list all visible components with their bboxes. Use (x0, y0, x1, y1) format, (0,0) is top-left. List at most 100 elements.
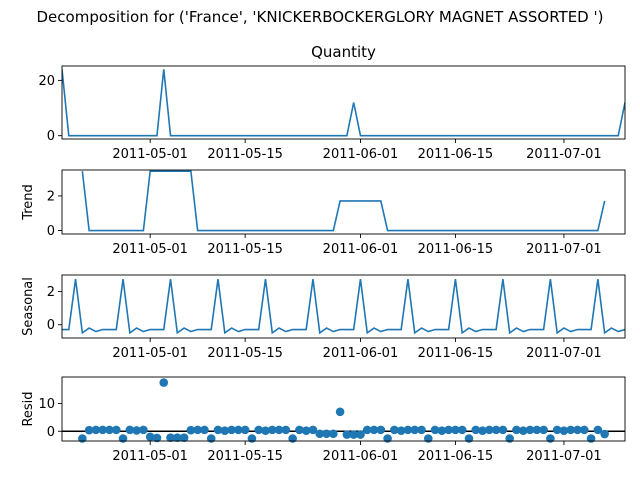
resid-point (84, 425, 94, 435)
resid-point (552, 425, 562, 435)
resid-point (376, 425, 386, 435)
x-tick-label: 2011-05-01 (112, 346, 188, 361)
resid-point (430, 425, 440, 435)
resid-point (498, 425, 508, 435)
resid-point (267, 425, 277, 435)
resid-point (573, 425, 582, 435)
resid-point (532, 425, 542, 435)
resid-point (139, 425, 148, 435)
y-axis-label: Seasonal (21, 277, 36, 336)
series-line (81, 170, 606, 232)
resid-point (220, 426, 230, 436)
resid-point (437, 426, 447, 436)
resid-point (451, 425, 460, 435)
resid-point (132, 426, 141, 435)
series-line (62, 279, 625, 335)
resid-point (383, 434, 392, 443)
x-tick-label: 2011-05-15 (207, 346, 283, 361)
resid-point (349, 430, 358, 439)
resid-point (546, 434, 555, 443)
resid-point (485, 425, 494, 435)
resid-point (457, 425, 467, 435)
x-tick-label: 2011-06-01 (323, 147, 399, 162)
resid-point (417, 425, 426, 435)
resid-point (586, 434, 596, 443)
resid-point (308, 425, 318, 435)
resid-point (179, 433, 189, 442)
x-tick-label: 2011-05-15 (207, 449, 283, 464)
x-tick-label: 2011-07-01 (526, 147, 602, 162)
series-line (62, 69, 625, 137)
resid-point (125, 425, 135, 435)
resid-point (580, 425, 589, 435)
resid-point (593, 425, 603, 435)
y-tick-label: 2 (47, 189, 55, 204)
panel-title: Quantity (311, 43, 376, 61)
y-tick-label: 0 (47, 224, 55, 239)
x-tick-label: 2011-05-15 (207, 147, 283, 162)
resid-point (173, 433, 182, 442)
resid-point (600, 429, 609, 439)
resid-point (213, 425, 223, 435)
resid-point (464, 434, 474, 443)
resid-point (200, 425, 209, 435)
y-tick-label: 20 (38, 74, 55, 89)
resid-point (329, 429, 338, 439)
resid-point (342, 430, 352, 439)
panel-1: Trend 0 2 2011-05-01 2011-05-15 2011-06-01 201… (21, 169, 626, 257)
resid-point (105, 425, 114, 435)
x-tick-label: 2011-06-15 (418, 449, 494, 464)
resid-point (98, 425, 107, 435)
resid-point (145, 432, 155, 442)
resid-point (159, 378, 169, 387)
figure-suptitle: Decomposition for ('France', 'KNICKERBOC… (37, 8, 604, 26)
resid-point (301, 426, 311, 436)
x-tick-label: 2011-07-01 (526, 346, 602, 361)
axes-frame (61, 376, 626, 442)
resid-point (281, 425, 291, 435)
resid-point (234, 425, 243, 435)
resid-point (274, 425, 284, 435)
resid-point (261, 426, 270, 436)
resid-point (478, 426, 487, 436)
panel-2: Seasonal 0 2 2011-05-01 2011-05-15 2011-06-01… (21, 274, 626, 361)
resid-point (390, 425, 399, 435)
resid-point (166, 433, 175, 442)
resid-point (512, 425, 521, 435)
resid-point (206, 434, 216, 443)
resid-point (295, 425, 304, 435)
y-tick-label: 2 (47, 285, 55, 300)
x-tick-label: 2011-05-15 (207, 242, 283, 257)
resid-point (227, 425, 236, 435)
resid-point (288, 434, 297, 443)
resid-point (315, 429, 325, 439)
x-tick-label: 2011-05-01 (112, 242, 188, 257)
x-tick-label: 2011-06-01 (323, 242, 399, 257)
resid-point (566, 425, 576, 435)
panel-0: Quantity 0 20 2011-05-01 2011-05-15 2011-06-0… (38, 43, 626, 162)
x-tick-label: 2011-07-01 (526, 242, 602, 257)
resid-point (111, 425, 121, 435)
resid-point (91, 425, 101, 435)
resid-point (539, 425, 548, 435)
y-tick-label: 10 (38, 397, 55, 412)
resid-point (369, 425, 379, 435)
x-tick-label: 2011-05-01 (112, 147, 188, 162)
x-tick-label: 2011-06-15 (418, 242, 494, 257)
x-tick-label: 2011-07-01 (526, 449, 602, 464)
y-tick-label: 0 (47, 425, 55, 440)
x-tick-label: 2011-06-15 (418, 147, 494, 162)
axes-frame (61, 169, 626, 235)
resid-point (362, 425, 372, 435)
y-tick-label: 0 (47, 129, 55, 144)
panel-3: Resid 0 10 2011-05-01 2011-05-15 2011-06-01 20… (21, 376, 626, 464)
resid-point (240, 425, 250, 435)
x-tick-label: 2011-06-15 (418, 346, 494, 361)
resid-point (491, 425, 501, 435)
y-tick-label: 0 (47, 318, 55, 333)
resid-point (525, 425, 535, 435)
x-tick-label: 2011-06-01 (323, 449, 399, 464)
resid-point (410, 425, 420, 435)
